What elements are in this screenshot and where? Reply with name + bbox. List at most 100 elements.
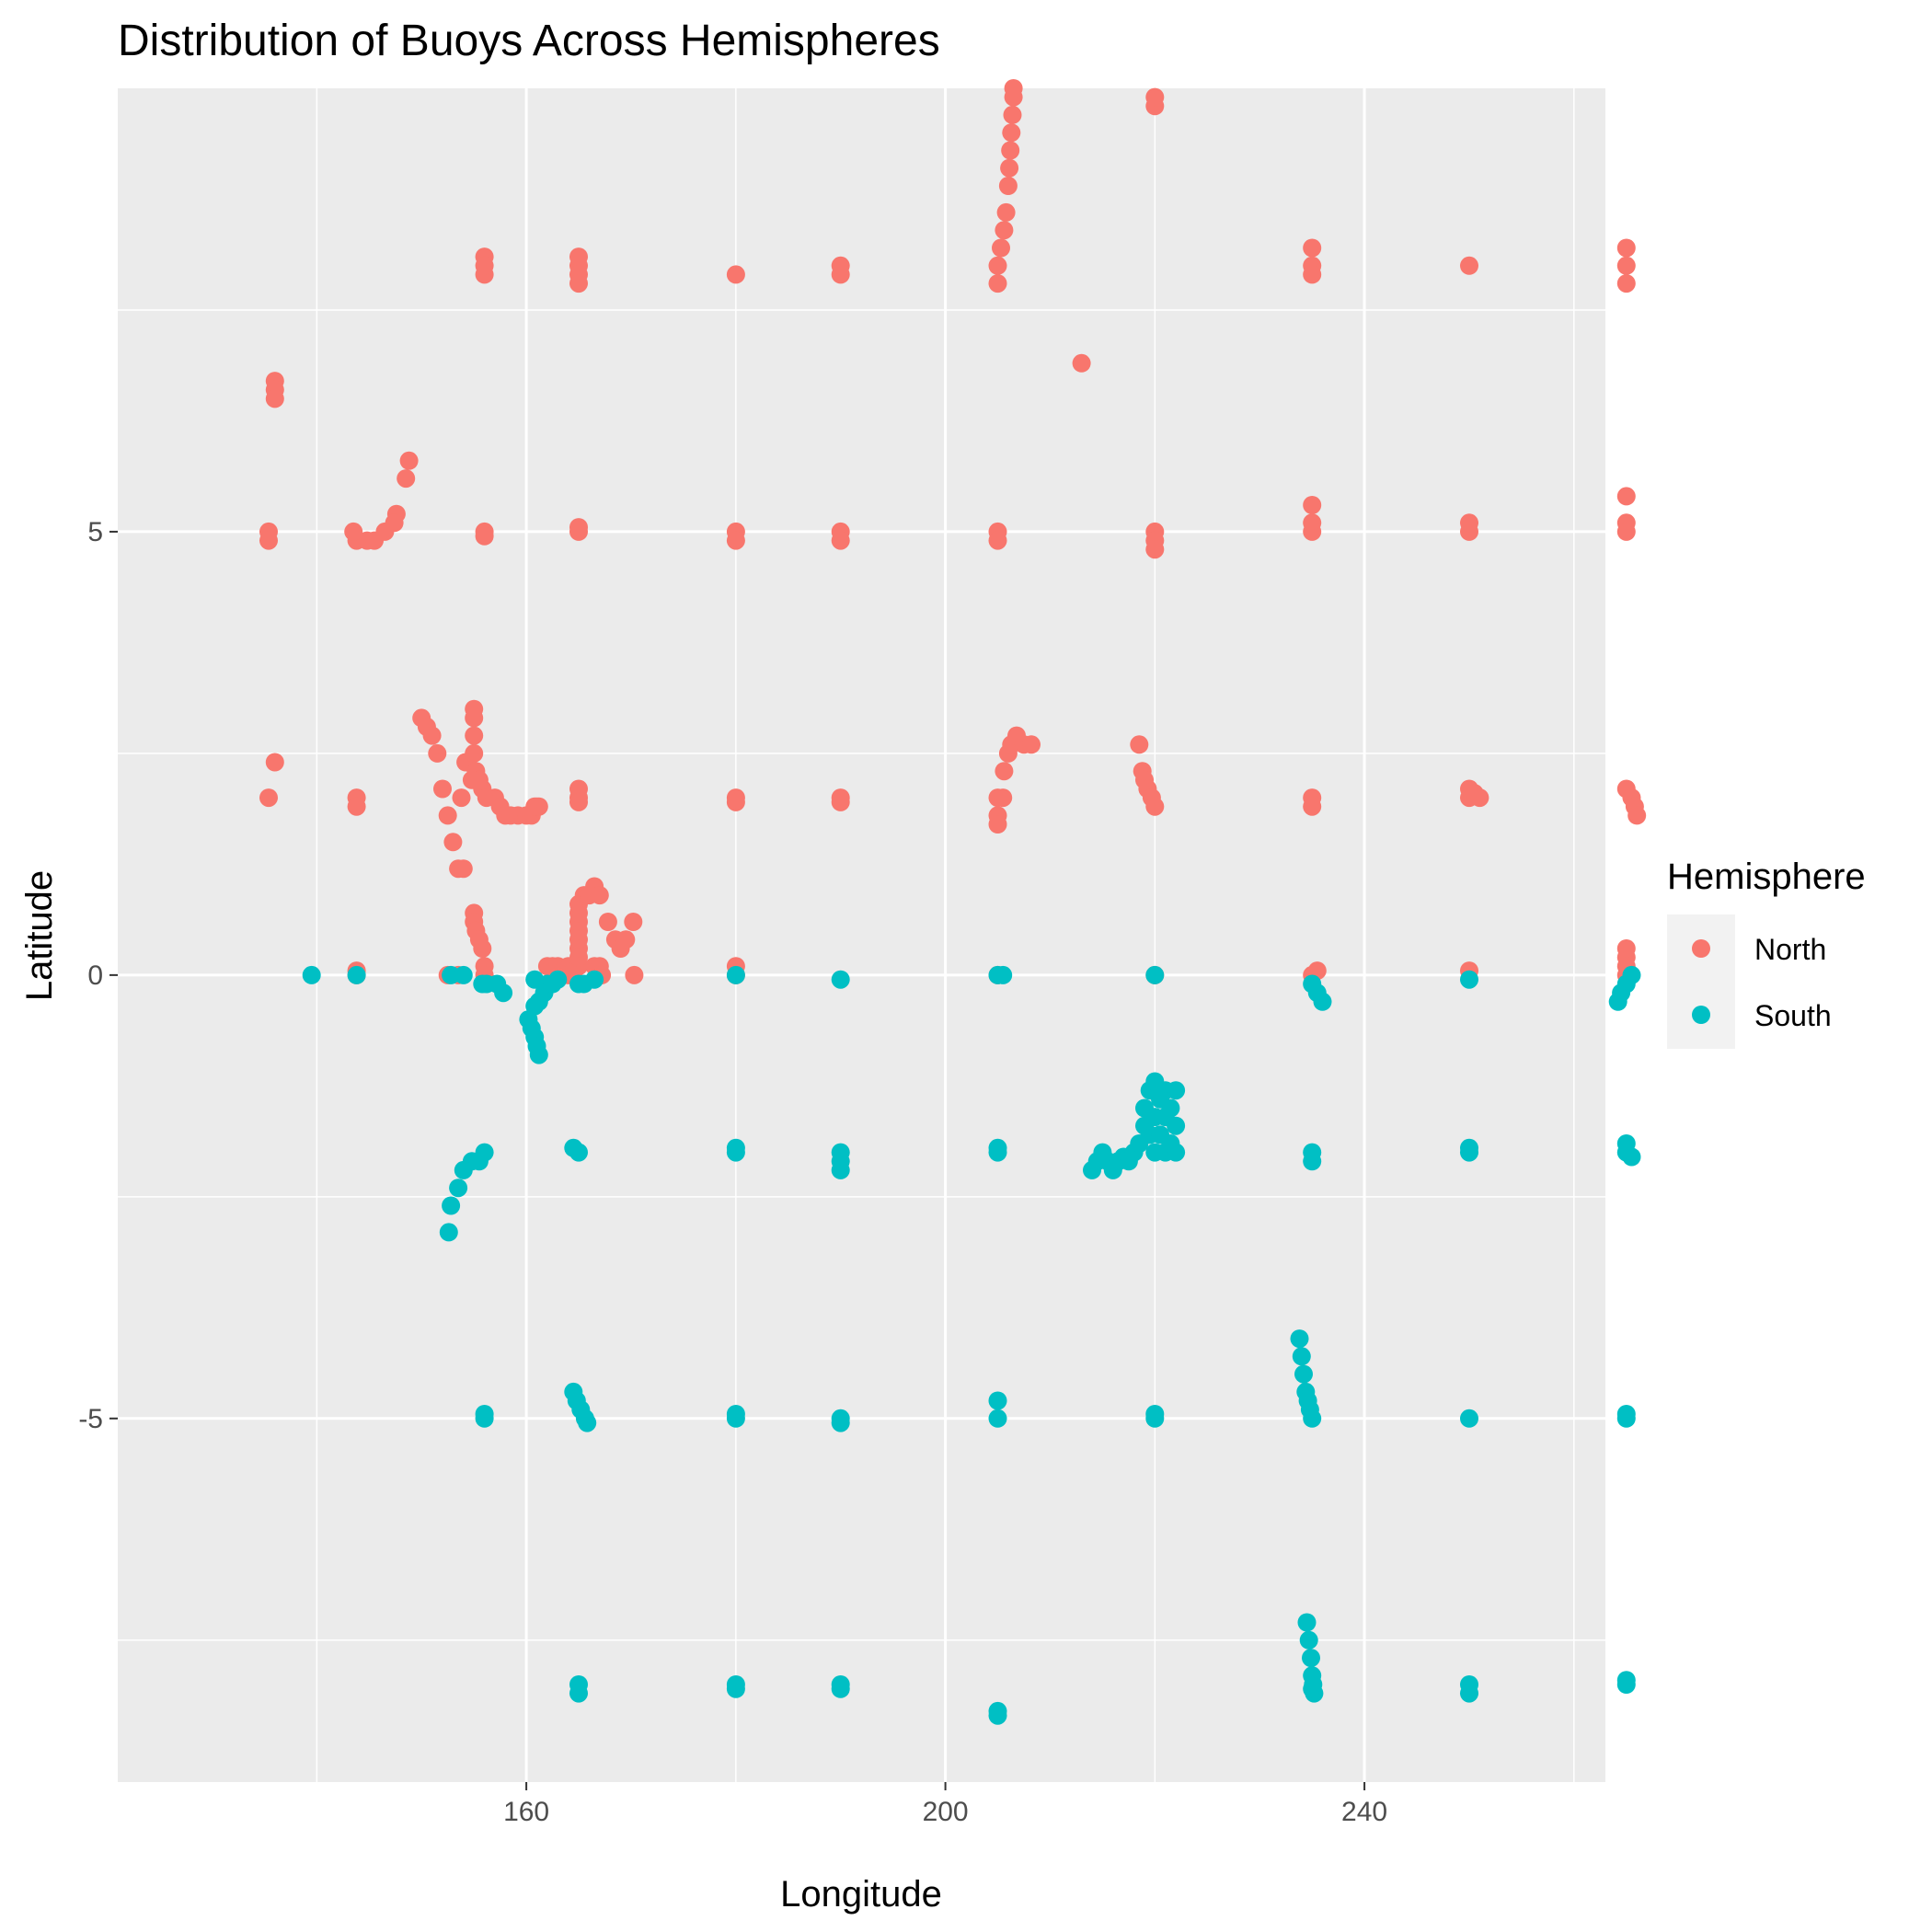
south-point bbox=[525, 970, 545, 989]
north-point bbox=[1001, 141, 1020, 160]
south-point bbox=[494, 983, 513, 1003]
south-point bbox=[442, 965, 461, 984]
south-point bbox=[1302, 1649, 1320, 1668]
north-point bbox=[1004, 79, 1023, 98]
north-point bbox=[443, 833, 463, 852]
south-point bbox=[831, 1160, 850, 1179]
north-point bbox=[988, 815, 1007, 834]
north-point bbox=[473, 939, 492, 958]
legend-label-south: South bbox=[1754, 999, 1832, 1032]
north-point bbox=[1022, 735, 1041, 754]
legend-label-north: North bbox=[1754, 933, 1826, 966]
legend-key-north bbox=[1692, 939, 1710, 958]
south-point bbox=[988, 1706, 1007, 1725]
north-point bbox=[465, 699, 484, 719]
south-point bbox=[585, 970, 604, 989]
north-point bbox=[726, 265, 745, 284]
south-point bbox=[454, 1160, 473, 1179]
north-point bbox=[992, 238, 1010, 258]
south-point bbox=[1303, 1152, 1322, 1171]
north-point bbox=[598, 913, 617, 931]
north-point bbox=[428, 743, 447, 763]
south-point bbox=[1292, 1347, 1311, 1366]
y-tick-label: 0 bbox=[87, 960, 103, 991]
south-point bbox=[1161, 1098, 1180, 1118]
north-point bbox=[1616, 256, 1636, 275]
north-point bbox=[995, 221, 1014, 240]
north-point bbox=[438, 806, 457, 825]
y-axis-ticks: 5 0 -5 bbox=[78, 517, 118, 1434]
north-point bbox=[1002, 123, 1021, 143]
south-point bbox=[1297, 1613, 1317, 1632]
north-point bbox=[1072, 353, 1091, 373]
north-point bbox=[831, 792, 850, 811]
south-point bbox=[1303, 1679, 1322, 1698]
south-point bbox=[726, 1679, 745, 1698]
north-point bbox=[397, 469, 416, 489]
north-point bbox=[1303, 238, 1322, 258]
north-point bbox=[1616, 522, 1636, 541]
south-point bbox=[1622, 1147, 1641, 1167]
north-point bbox=[1145, 87, 1165, 107]
north-point bbox=[1627, 806, 1647, 825]
north-point bbox=[422, 726, 442, 745]
south-point bbox=[1167, 1116, 1186, 1135]
x-tick-label: 240 bbox=[1341, 1797, 1387, 1827]
north-point bbox=[1616, 939, 1636, 958]
y-tick-label: 5 bbox=[87, 517, 103, 547]
north-point bbox=[726, 792, 745, 811]
north-point bbox=[988, 256, 1007, 275]
south-point bbox=[994, 965, 1013, 984]
x-axis-title: Longitude bbox=[780, 1874, 942, 1915]
chart-title: Distribution of Buoys Across Hemispheres bbox=[118, 17, 940, 65]
south-point bbox=[442, 1196, 461, 1215]
north-point bbox=[1003, 105, 1022, 124]
north-point bbox=[475, 256, 494, 275]
south-point bbox=[726, 965, 745, 984]
north-point bbox=[569, 247, 588, 267]
south-points bbox=[302, 965, 1641, 1725]
x-tick-label: 200 bbox=[923, 1797, 969, 1827]
north-point bbox=[831, 256, 850, 275]
plot-panel bbox=[118, 88, 1605, 1782]
north-point bbox=[259, 788, 278, 808]
north-point bbox=[454, 859, 473, 879]
north-point bbox=[347, 797, 366, 816]
south-point bbox=[1303, 1409, 1322, 1428]
north-point bbox=[998, 177, 1018, 195]
north-point bbox=[452, 788, 471, 808]
north-point bbox=[1470, 788, 1489, 808]
north-point bbox=[1145, 797, 1165, 816]
south-point bbox=[1145, 1405, 1165, 1423]
north-point bbox=[465, 743, 484, 763]
south-point bbox=[1145, 965, 1165, 984]
north-point bbox=[569, 274, 588, 293]
north-point bbox=[1130, 735, 1149, 754]
south-point bbox=[1167, 1081, 1186, 1100]
north-point bbox=[344, 522, 363, 541]
north-point bbox=[616, 930, 636, 949]
south-point bbox=[439, 1223, 458, 1242]
south-point bbox=[1294, 1364, 1313, 1384]
south-point bbox=[831, 1413, 850, 1432]
south-point bbox=[1460, 970, 1478, 989]
south-point bbox=[1622, 965, 1641, 984]
legend: Hemisphere North South bbox=[1667, 857, 1866, 1049]
south-point bbox=[831, 1679, 850, 1698]
south-point bbox=[1313, 992, 1332, 1011]
south-point bbox=[1299, 1630, 1318, 1650]
north-point bbox=[995, 762, 1014, 781]
south-point bbox=[831, 970, 850, 989]
y-axis-title: Latitude bbox=[19, 870, 60, 1001]
north-point bbox=[726, 531, 745, 550]
north-point bbox=[475, 526, 494, 546]
x-axis-ticks: 160 200 240 bbox=[503, 1782, 1387, 1827]
north-point bbox=[1460, 513, 1478, 533]
north-point bbox=[994, 788, 1013, 808]
north-point bbox=[988, 531, 1007, 550]
south-point bbox=[726, 1138, 745, 1157]
north-point bbox=[569, 792, 588, 811]
south-point bbox=[988, 1138, 1007, 1157]
north-point bbox=[1616, 274, 1636, 293]
north-point bbox=[996, 202, 1016, 222]
